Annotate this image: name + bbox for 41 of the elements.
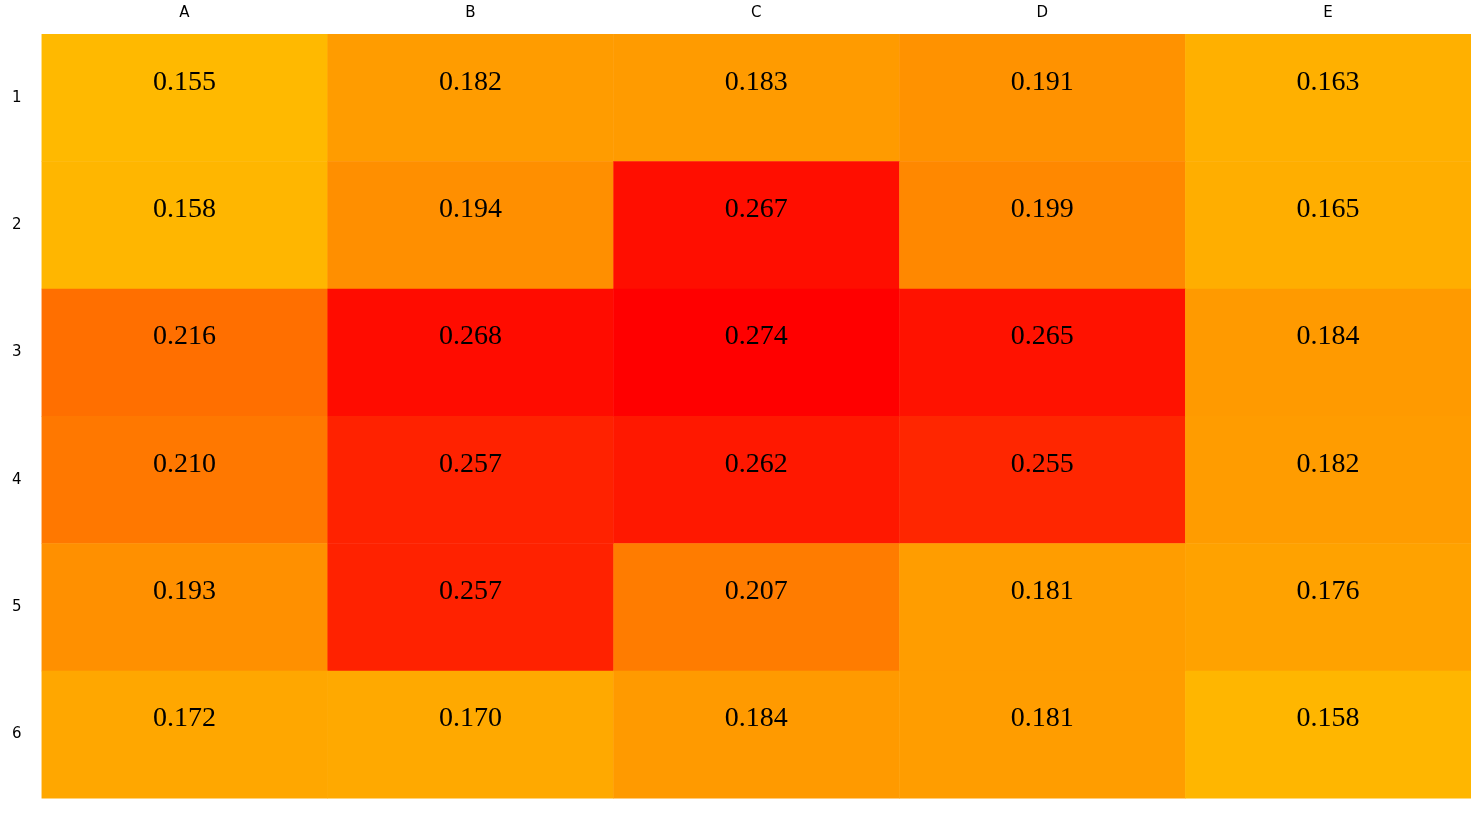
data-label: 0.255 [1010, 446, 1074, 478]
y-tick-label: 3 [12, 342, 22, 361]
data-label: 0.165 [1296, 192, 1360, 224]
y-tick-label: 2 [12, 214, 22, 233]
data-label: 0.210 [152, 446, 216, 478]
data-label: 0.199 [1010, 192, 1074, 224]
data-label: 0.265 [1010, 319, 1074, 351]
data-label: 0.182 [438, 64, 502, 96]
data-label: 0.274 [724, 319, 788, 351]
data-label: 0.181 [1010, 574, 1074, 606]
data-label: 0.257 [438, 446, 502, 478]
data-label: 0.262 [724, 446, 788, 478]
data-label: 0.216 [152, 319, 216, 351]
y-tick-label: 6 [12, 724, 22, 743]
y-tick-label: 1 [12, 87, 22, 106]
data-label: 0.183 [724, 64, 788, 96]
data-label: 0.267 [724, 192, 788, 224]
data-label: 0.193 [152, 574, 216, 606]
data-label: 0.268 [438, 319, 502, 351]
data-label: 0.181 [1010, 701, 1074, 733]
data-label: 0.191 [1010, 64, 1074, 96]
x-tick-label: D [1036, 2, 1048, 21]
data-label: 0.194 [438, 192, 502, 224]
data-label: 0.155 [152, 64, 216, 96]
data-label: 0.172 [152, 701, 216, 733]
data-label: 0.184 [1296, 319, 1360, 351]
y-tick-label: 5 [12, 596, 22, 615]
data-label: 0.207 [724, 574, 788, 606]
x-tick-label: B [465, 2, 476, 21]
data-label: 0.176 [1296, 574, 1360, 606]
x-tick-label: C [751, 2, 762, 21]
y-tick-label: 4 [12, 469, 22, 488]
x-tick-label: A [179, 2, 191, 21]
data-label: 0.163 [1296, 64, 1360, 96]
data-label: 0.257 [438, 574, 502, 606]
data-label: 0.182 [1296, 446, 1360, 478]
data-label: 0.158 [1296, 701, 1360, 733]
data-label: 0.170 [438, 701, 502, 733]
data-label: 0.158 [152, 192, 216, 224]
data-label: 0.184 [724, 701, 788, 733]
x-tick-label: E [1323, 2, 1333, 21]
